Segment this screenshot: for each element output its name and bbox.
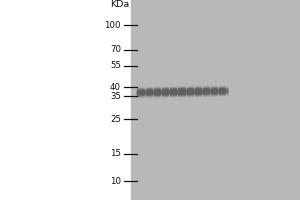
Text: 10: 10 [110, 177, 121, 186]
Text: 100: 100 [104, 21, 121, 30]
Text: KDa: KDa [110, 0, 129, 9]
Text: 40: 40 [110, 83, 121, 92]
Bar [130, 0, 300, 200]
Text: 70: 70 [110, 45, 121, 54]
Text: 15: 15 [110, 149, 121, 158]
Text: 25: 25 [110, 115, 121, 124]
Text: 35: 35 [110, 92, 121, 101]
Text: 55: 55 [110, 61, 121, 70]
